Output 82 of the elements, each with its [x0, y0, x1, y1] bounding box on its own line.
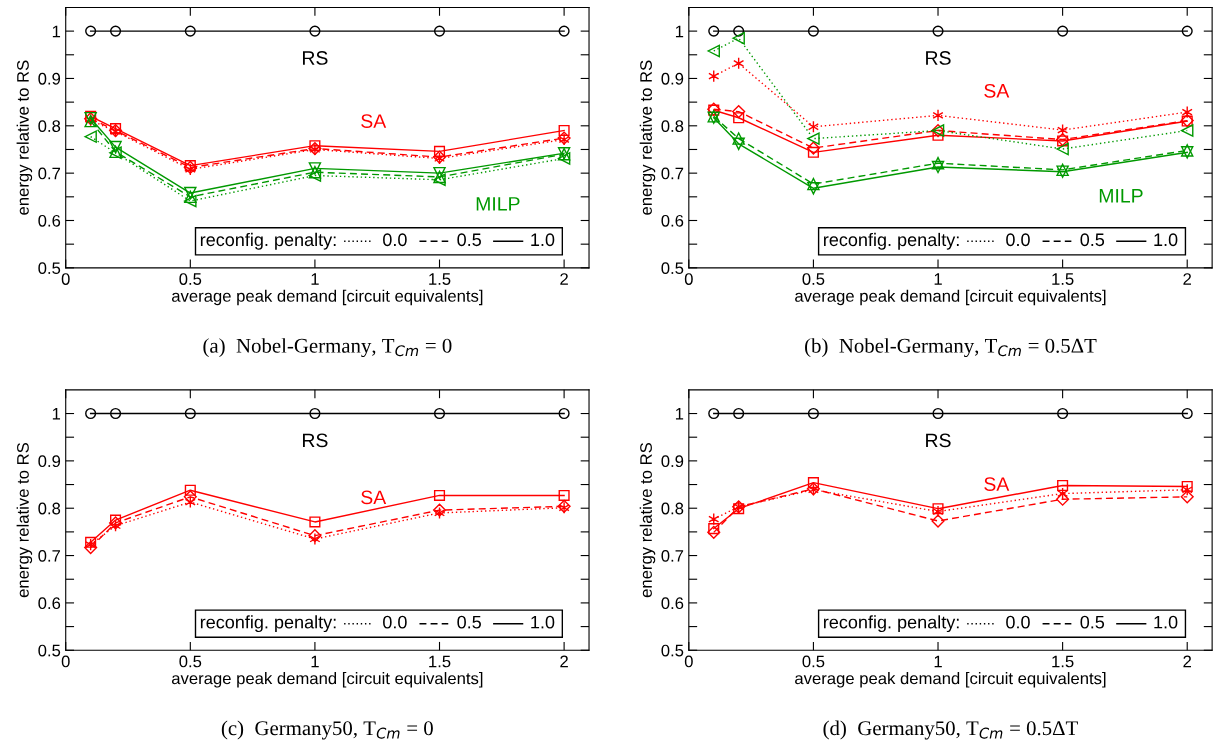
x-tick-label: 0 — [61, 655, 70, 668]
annotation: 1.0 — [531, 615, 555, 629]
annotation: reconfig. penalty: — [823, 232, 959, 250]
y-tick-label: 0.5 — [38, 644, 61, 657]
x-tick-label: 0.5 — [802, 273, 825, 285]
x-tick-label: 0.5 — [179, 655, 202, 668]
annotation: reconfig. penalty: — [200, 615, 336, 633]
annotation: 0.5 — [1080, 615, 1105, 629]
y-tick-label: 0.8 — [661, 120, 684, 133]
x-tick-label: 1 — [934, 655, 942, 668]
x-tick-label: 1.5 — [1052, 655, 1074, 668]
y-tick-label: 0.9 — [38, 455, 61, 468]
annotation: SA — [361, 490, 387, 505]
x-tick-label: 1.5 — [429, 273, 451, 285]
x-tick-label: 1 — [934, 273, 942, 285]
x-tick-label: 0 — [61, 273, 70, 285]
y-tick-label: 0.5 — [661, 644, 684, 657]
annotation: MILP — [1099, 189, 1143, 203]
y-tick-label: 0.6 — [38, 597, 61, 610]
y-tick-label: 1 — [52, 408, 61, 420]
annotation: 0.0 — [383, 233, 407, 247]
y-tick-label: 1 — [675, 25, 684, 38]
y-tick-label: 1 — [52, 25, 61, 38]
x-tick-label: 0 — [684, 273, 693, 285]
x-tick-label: 1.5 — [429, 655, 451, 668]
annotation: 1.0 — [531, 233, 555, 247]
y-tick-label: 0.6 — [38, 214, 61, 227]
y-tick-label: 0.7 — [661, 549, 684, 562]
annotation: RS — [926, 51, 951, 65]
text: (a) Nobel-Germany, T$_{Cm}$ = 0 — [203, 338, 452, 358]
text: (d) Germany50, T$_{Cm}$ = 0.5ΔT — [823, 720, 1078, 740]
annotation: MILP — [476, 197, 520, 211]
annotation: reconfig. penalty: — [200, 232, 336, 250]
annotation: RS — [303, 51, 328, 65]
annotation: SA — [361, 114, 387, 128]
y-tick-label: 0.7 — [661, 167, 684, 180]
annotation: 1.0 — [1154, 615, 1178, 629]
annotation: 0.0 — [1006, 233, 1030, 247]
y-axis-title: energy relative to RS — [639, 443, 656, 598]
y-tick-label: 0.5 — [661, 262, 684, 275]
y-axis-title: energy relative to RS — [639, 60, 656, 215]
y-tick-label: 0.7 — [38, 549, 61, 562]
y-tick-label: 0.8 — [38, 502, 61, 515]
y-axis-title: energy relative to RS — [16, 60, 33, 215]
y-tick-label: 1 — [675, 408, 684, 420]
x-tick-label: 1.5 — [1052, 273, 1074, 285]
text: (b) Nobel-Germany, T$_{Cm}$ = 0.5ΔT — [805, 338, 1097, 358]
y-tick-label: 0.9 — [661, 72, 684, 85]
y-tick-label: 0.9 — [661, 455, 684, 468]
x-axis-title: average peak demand [circuit equivalents] — [795, 672, 1106, 688]
y-tick-label: 0.8 — [661, 502, 684, 515]
x-tick-label: 0.5 — [802, 655, 825, 668]
x-tick-label: 2 — [560, 273, 568, 285]
annotation: 0.0 — [1006, 615, 1030, 629]
annotation: SA — [984, 477, 1010, 491]
annotation: 0.5 — [457, 233, 481, 247]
annotation: 1.0 — [1154, 233, 1178, 247]
annotation: 0.5 — [1080, 233, 1105, 247]
y-tick-label: 0.6 — [661, 214, 684, 227]
y-tick-label: 0.6 — [661, 597, 684, 610]
y-tick-label: 0.8 — [38, 120, 61, 133]
x-tick-label: 0.5 — [179, 273, 202, 285]
x-axis-title: average peak demand [circuit equivalents] — [171, 289, 483, 306]
x-axis-title: average peak demand [circuit equivalents] — [795, 289, 1106, 306]
y-tick-label: 0.9 — [38, 72, 61, 85]
annotation: 0.0 — [383, 615, 407, 629]
annotation: reconfig. penalty: — [823, 615, 959, 633]
x-tick-label: 1 — [311, 655, 319, 668]
annotation: RS — [926, 433, 951, 448]
x-tick-label: 2 — [1183, 273, 1192, 285]
y-tick-label: 0.5 — [38, 262, 61, 275]
x-tick-label: 2 — [560, 655, 568, 668]
x-axis-title: average peak demand [circuit equivalents] — [171, 672, 483, 688]
x-tick-label: 0 — [684, 655, 693, 668]
annotation: RS — [303, 433, 328, 448]
annotation: SA — [984, 83, 1010, 98]
x-tick-label: 2 — [1183, 655, 1192, 668]
y-tick-label: 0.7 — [38, 167, 61, 180]
y-axis-title: energy relative to RS — [16, 443, 33, 598]
annotation: 0.5 — [457, 615, 481, 629]
text: (c) Germany50, T$_{Cm}$ = 0 — [221, 720, 433, 740]
x-tick-label: 1 — [311, 273, 319, 285]
